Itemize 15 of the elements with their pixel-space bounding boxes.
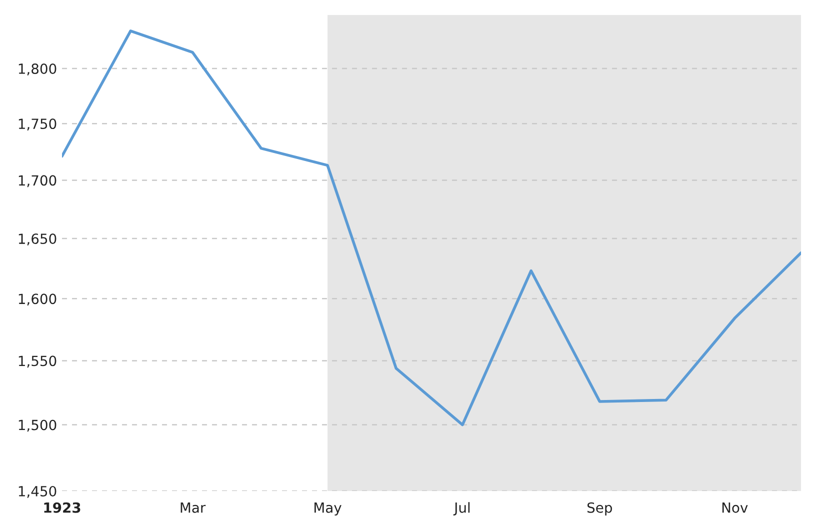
y-tick-label: 1,750 [18, 118, 56, 130]
line-series [62, 30, 801, 426]
y-tick-label: 1,650 [18, 234, 56, 246]
y-tick-label: 1,600 [18, 294, 56, 306]
x-tick-label: Jul [453, 502, 470, 516]
y-tick-label: 1,550 [18, 356, 56, 368]
x-tick-label: Mar [180, 502, 206, 513]
x-tick-label: 1923 [44, 502, 80, 513]
y-tick-label: 1,500 [18, 420, 56, 432]
y-tick-label: 1,450 [18, 486, 56, 498]
x-tick-label: Sep [587, 502, 612, 516]
x-tick-label: May [314, 502, 342, 516]
x-tick-label: Nov [722, 502, 748, 513]
y-tick-label: 1,800 [18, 64, 56, 76]
y-tick-label: 1,700 [18, 175, 56, 188]
